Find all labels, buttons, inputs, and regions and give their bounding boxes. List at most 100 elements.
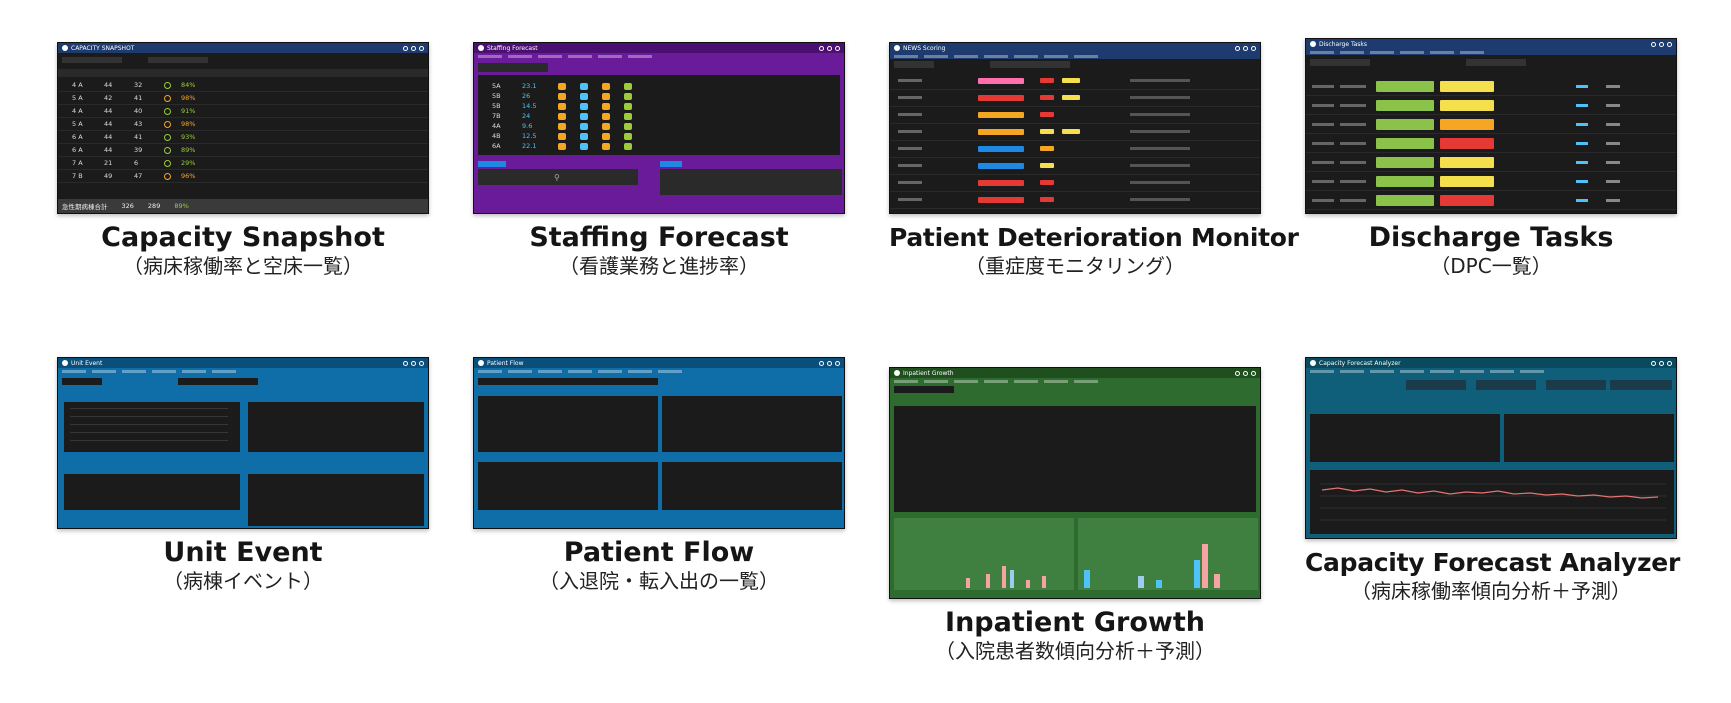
info-icon[interactable] — [1243, 45, 1248, 51]
capacity-footer: 急性期病棟合計 326 289 89% — [58, 199, 428, 213]
card-discharge-tasks[interactable]: Discharge Tasks Discharge Tasks （DPC一覧） — [1305, 38, 1677, 279]
value-cell: 23.1 — [522, 82, 537, 90]
cell: 41 — [134, 94, 143, 102]
info-icon[interactable] — [411, 45, 416, 51]
forecast-table-right — [1504, 414, 1674, 462]
unit-cell: 5A — [492, 82, 501, 90]
cell: 5 A — [72, 94, 83, 102]
settings-icon[interactable] — [1667, 360, 1672, 366]
task-status-bar — [1376, 100, 1434, 111]
news-scoring-screenshot[interactable]: NEWS Scoring — [889, 42, 1261, 214]
task-status-bar — [1376, 157, 1434, 168]
info-icon[interactable] — [1243, 370, 1248, 376]
card-title: Capacity Forecast Analyzer — [1305, 548, 1680, 577]
staff-person-icon — [624, 132, 632, 140]
settings-icon[interactable] — [1667, 41, 1672, 47]
staffing-table: 5A 23.1 5B 26 5B 14.5 7B 24 4A 9.6 4B 12.5 6A 22.1 — [478, 75, 840, 155]
card-subtitle: （看護業務と進捗率） — [559, 254, 759, 278]
card-subtitle: （病床稼働率と空床一覧） — [123, 254, 363, 278]
inpatient-growth-screenshot[interactable]: Inpatient Growth — [889, 367, 1261, 599]
dpc-status-bar — [1440, 81, 1494, 92]
capacity-table: 4 A 44 32 84% 5 A 42 41 98% 4 A 44 40 91% 5 A 44 43 98%… — [58, 79, 428, 183]
settings-icon[interactable] — [419, 360, 424, 366]
unit-cell: 4A — [492, 122, 501, 130]
card-unit-event[interactable]: Unit Event Unit Event （病棟イベント） — [57, 357, 429, 594]
app-logo-icon — [62, 45, 68, 51]
cell: 4 A — [72, 81, 83, 89]
card-capacity-forecast-analyzer[interactable]: Capacity Forecast Analyzer Capacity Fore… — [1305, 357, 1680, 604]
vital-flag — [1040, 197, 1054, 202]
settings-icon[interactable] — [835, 45, 840, 51]
card-inpatient-growth[interactable]: Inpatient Growth Inpatient Growth （入院患者数… — [889, 367, 1261, 664]
forecast-table-left — [1310, 414, 1500, 462]
footer-rate: 89% — [174, 202, 189, 210]
screen-title: NEWS Scoring — [903, 44, 946, 52]
cell: 44 — [104, 107, 113, 115]
cell: 84% — [181, 81, 196, 89]
patient-flow-screenshot[interactable]: Patient Flow — [473, 357, 845, 529]
settings-icon[interactable] — [1251, 370, 1256, 376]
user-icon[interactable] — [819, 360, 824, 366]
rate-ring-icon — [164, 94, 171, 102]
user-icon[interactable] — [1235, 45, 1240, 51]
news-score-bar — [978, 78, 1024, 84]
unit-event-screenshot[interactable]: Unit Event — [57, 357, 429, 529]
card-subtitle: （病棟イベント） — [163, 569, 323, 593]
app-logo-icon — [62, 360, 68, 366]
card-staffing-forecast[interactable]: Staffing Forecast 5A 23.1 5B 26 5B 14.5 7B 24 4A… — [473, 42, 845, 279]
unit-cell: 5B — [492, 102, 501, 110]
capacity-forecast-analyzer-screenshot[interactable]: Capacity Forecast Analyzer — [1305, 357, 1677, 539]
rate-ring-icon — [164, 81, 171, 89]
user-icon[interactable] — [1651, 41, 1656, 47]
capacity-row: 5 A 44 43 98% — [58, 118, 428, 131]
settings-icon[interactable] — [1251, 45, 1256, 51]
task-status-bar — [1376, 81, 1434, 92]
comment-box[interactable]: ⚲ — [478, 169, 638, 185]
info-icon[interactable] — [1659, 360, 1664, 366]
task-status-bar — [1376, 195, 1434, 206]
staff-person-icon — [558, 122, 566, 130]
info-icon[interactable] — [1659, 41, 1664, 47]
growth-bars — [966, 544, 1220, 588]
staffing-row: 5B 14.5 — [478, 101, 840, 111]
info-icon[interactable] — [827, 45, 832, 51]
settings-icon[interactable] — [835, 360, 840, 366]
staff-person-icon — [602, 82, 610, 90]
screen-title: Inpatient Growth — [903, 369, 954, 377]
user-icon[interactable] — [403, 45, 408, 51]
settings-icon[interactable] — [419, 45, 424, 51]
vital-flag — [1040, 78, 1054, 83]
cell: 40 — [134, 107, 143, 115]
vital-flag — [1062, 95, 1080, 100]
info-icon[interactable] — [827, 360, 832, 366]
staffing-row: 5A 23.1 — [478, 81, 840, 91]
capacity-snapshot-screenshot[interactable]: CAPACITY SNAPSHOT 4 A 44 32 84% 5 A 42 41 98% 4 … — [57, 42, 429, 214]
staffing-row: 4A 9.6 — [478, 121, 840, 131]
staff-person-icon — [558, 112, 566, 120]
user-icon[interactable] — [403, 360, 408, 366]
task-status-bar — [1376, 176, 1434, 187]
info-icon[interactable] — [411, 360, 416, 366]
discharge-tasks-screenshot[interactable]: Discharge Tasks — [1305, 38, 1677, 214]
card-subtitle: （病床稼働率傾向分析＋予測） — [1351, 579, 1631, 603]
search-icon[interactable]: ⚲ — [554, 173, 560, 182]
user-icon[interactable] — [819, 45, 824, 51]
app-logo-icon — [1310, 360, 1316, 366]
capacity-row: 7 B 49 47 96% — [58, 170, 428, 183]
user-icon[interactable] — [1235, 370, 1240, 376]
cell: 7 B — [72, 172, 83, 180]
cell: 89% — [181, 146, 196, 154]
staff-person-icon — [624, 92, 632, 100]
vital-flag — [1040, 146, 1054, 151]
cell: 42 — [104, 94, 113, 102]
card-patient-deterioration-monitor[interactable]: NEWS Scoring Patient Deterioration Monit… — [889, 42, 1299, 279]
input-box[interactable] — [660, 169, 842, 195]
staffing-forecast-screenshot[interactable]: Staffing Forecast 5A 23.1 5B 26 5B 14.5 7B 24 4A… — [473, 42, 845, 214]
news-score-bar — [978, 180, 1024, 186]
user-icon[interactable] — [1651, 360, 1656, 366]
capacity-row: 4 A 44 32 84% — [58, 79, 428, 92]
news-score-bar — [978, 129, 1024, 135]
card-capacity-snapshot[interactable]: CAPACITY SNAPSHOT 4 A 44 32 84% 5 A 42 41 98% 4 … — [57, 42, 429, 279]
staff-person-icon — [580, 132, 588, 140]
card-patient-flow[interactable]: Patient Flow Patient Flow （入退院・転入出の一覧） — [473, 357, 845, 594]
